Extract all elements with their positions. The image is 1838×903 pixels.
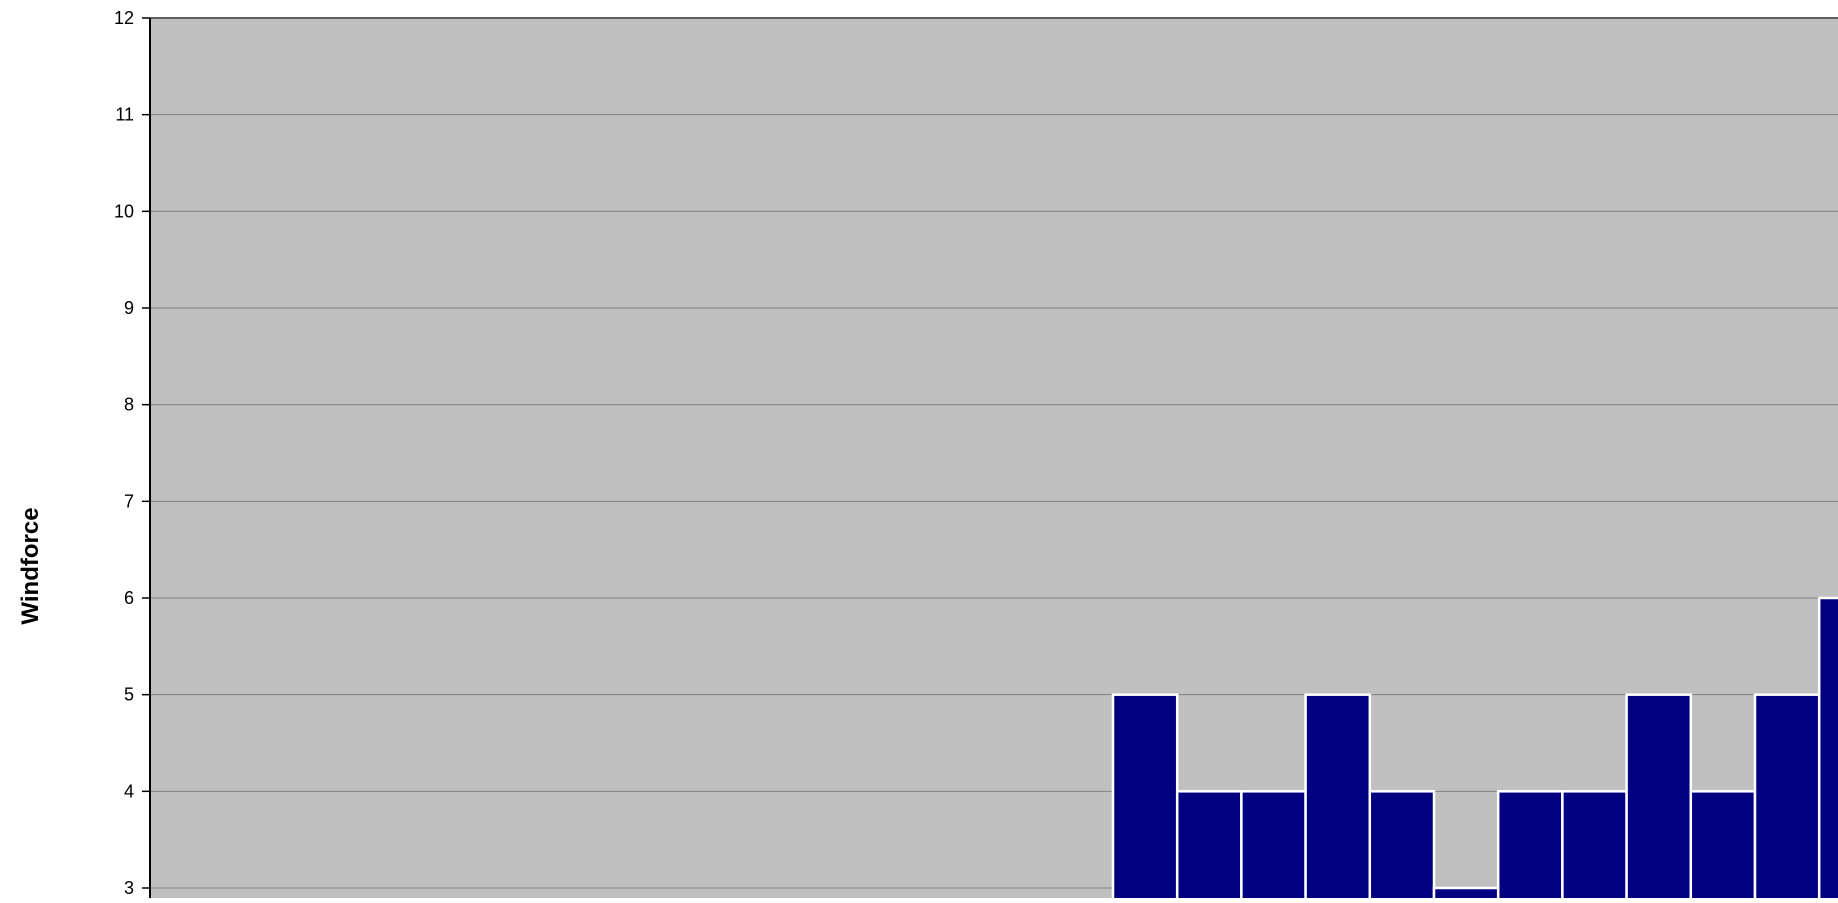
bar-21 [1496,790,1564,903]
bar-22 [1561,790,1628,903]
y-tick-label-10: 10 [114,201,134,221]
y-tick-label-3: 3 [124,878,134,898]
bar-20 [1432,886,1500,903]
y-tick-label-5: 5 [124,685,134,705]
gridlines [150,17,1838,889]
bar-17 [1240,790,1307,903]
bar-18 [1304,693,1372,903]
y-tick-labels: 3 4 5 6 7 8 9 10 11 12 [114,8,150,898]
y-tick-label-4: 4 [124,781,134,801]
plot-area [150,18,1838,898]
bar-19 [1368,790,1436,903]
bar-23 [1625,693,1693,903]
y-axis-title: Windforce [17,507,44,624]
bar-24 [1689,790,1757,903]
bar-16 [1175,790,1243,903]
y-tick-label-8: 8 [124,395,134,415]
y-tick-label-9: 9 [124,298,134,318]
bar-26 [1817,596,1838,903]
bars [1111,596,1838,903]
y-tick-label-7: 7 [124,491,134,511]
y-tick-label-12: 12 [114,8,134,28]
bar-15 [1111,693,1179,903]
y-tick-label-6: 6 [124,588,134,608]
y-tick-label-11: 11 [115,105,134,125]
bar-25 [1753,693,1821,903]
